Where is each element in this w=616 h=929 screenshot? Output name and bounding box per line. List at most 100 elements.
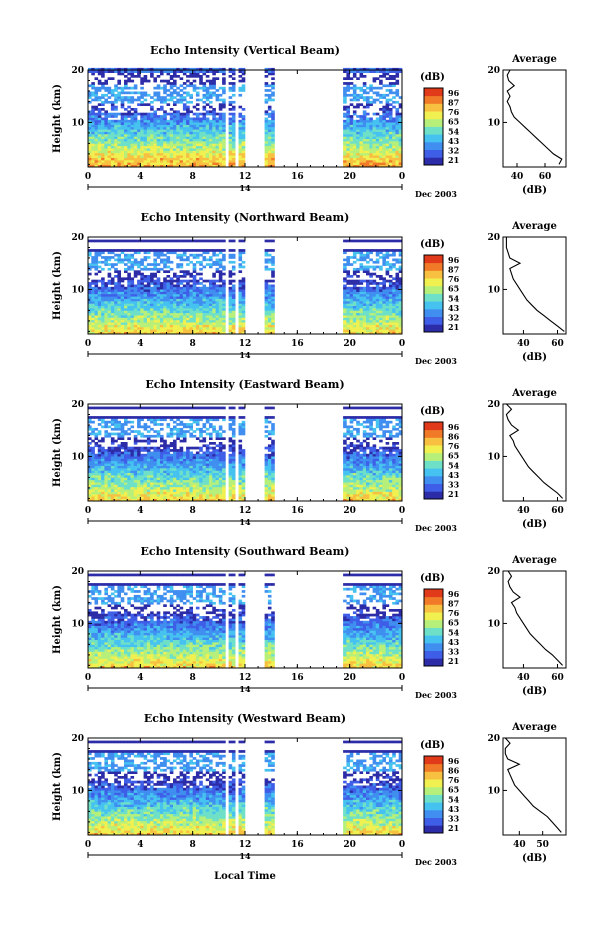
heatmap-cell [388, 303, 393, 306]
heatmap-cell [140, 312, 144, 316]
heatmap-cell [352, 256, 357, 259]
heatmap-cell [117, 301, 121, 304]
heatmap-cell [385, 77, 390, 80]
heatmap-cell [349, 263, 354, 266]
heatmap-cell [222, 310, 226, 314]
heatmap-cell [385, 100, 390, 104]
heatmap-cell [343, 93, 347, 97]
heatmap-cell [124, 449, 128, 452]
heatmap-cell [97, 260, 102, 264]
heatmap-cell [209, 286, 213, 290]
heatmap-cell [97, 108, 102, 111]
heatmap-cell [346, 82, 350, 85]
heatmap-cell [349, 331, 354, 335]
heatmap-cell [241, 117, 246, 121]
heatmap-cell [395, 110, 400, 114]
heatmap-cell [173, 317, 177, 321]
heatmap-cell [366, 103, 370, 106]
heatmap-cell [392, 326, 396, 330]
heatmap-cell [238, 138, 243, 142]
heatmap-cell [114, 489, 118, 492]
heatmap-cell [182, 136, 187, 139]
heatmap-cell [379, 134, 383, 137]
heatmap-cell [179, 112, 184, 116]
heatmap-cell [140, 138, 144, 142]
heatmap-cell [369, 308, 373, 311]
heatmap-cell [101, 100, 105, 104]
heatmap-cell [349, 67, 354, 71]
heatmap-cell [199, 249, 203, 252]
heatmap-cell [352, 157, 357, 161]
heatmap-cell [146, 267, 151, 271]
heatmap-cell [130, 263, 135, 266]
heatmap-cell [120, 157, 125, 161]
heatmap-cell [156, 70, 161, 73]
heatmap-cell [218, 272, 223, 276]
heatmap-cell [127, 155, 131, 158]
heatmap-cell [127, 79, 131, 83]
heatmap-cell [264, 253, 269, 257]
heatmap-cell [271, 119, 275, 123]
heatmap-cell [163, 284, 167, 288]
heatmap-cell [264, 291, 269, 295]
heatmap-cell [395, 249, 400, 252]
heatmap-cell [114, 484, 118, 488]
heatmap-cell [241, 239, 246, 243]
heatmap-cell [156, 324, 161, 328]
heatmap-cell [375, 301, 380, 304]
heatmap-cell [140, 439, 144, 443]
heatmap-cell [199, 317, 203, 321]
heatmap-cell [372, 303, 377, 306]
heatmap-cell [199, 122, 203, 125]
heatmap-cell [140, 418, 144, 422]
heatmap-cell [107, 67, 112, 71]
heatmap-cell [349, 119, 354, 123]
heatmap-cell [88, 305, 92, 309]
heatmap-cell [160, 301, 164, 304]
heatmap-cell [94, 272, 99, 276]
heatmap-cell [133, 430, 138, 433]
heatmap-cell [163, 134, 167, 137]
heatmap-cell [231, 117, 236, 121]
heatmap-cell [130, 486, 135, 490]
heatmap-cell [124, 164, 128, 168]
heatmap-cell [343, 270, 347, 273]
heatmap-cell [120, 491, 125, 495]
heatmap-cell [146, 493, 151, 497]
heatmap-cell [153, 331, 157, 335]
heatmap-cell [375, 286, 380, 290]
heatmap-cell [349, 293, 354, 297]
heatmap-cell [349, 129, 354, 132]
heatmap-cell [195, 67, 200, 71]
heatmap-cell [369, 155, 373, 158]
heatmap-cell [362, 249, 367, 252]
heatmap-cell [209, 308, 213, 311]
heatmap-cell [362, 301, 367, 304]
heatmap-cell [349, 303, 354, 306]
heatmap-cell [120, 475, 125, 478]
heatmap-cell [359, 103, 364, 106]
heatmap-cell [231, 84, 236, 88]
heatmap-cell [130, 112, 135, 116]
heatmap-cell [163, 286, 167, 290]
heatmap-cell [91, 256, 95, 259]
heatmap-cell [173, 329, 177, 332]
heatmap-cell [392, 122, 396, 125]
heatmap-cell [379, 322, 383, 325]
heatmap-cell [366, 267, 370, 271]
heatmap-cell [107, 470, 112, 473]
heatmap-cell [107, 129, 112, 132]
heatmap-cell [94, 296, 99, 299]
heatmap-cell [94, 496, 99, 499]
heatmap-cell [166, 138, 171, 142]
heatmap-cell [169, 134, 174, 137]
heatmap-cell [349, 279, 354, 283]
heatmap-cell [379, 164, 383, 168]
heatmap-cell [107, 275, 112, 278]
heatmap-cell [169, 84, 174, 88]
heatmap-cell [379, 305, 383, 309]
heatmap-cell [137, 150, 141, 154]
heatmap-cell [356, 119, 360, 123]
heatmap-cell [107, 258, 112, 262]
heatmap-cell [192, 298, 197, 302]
